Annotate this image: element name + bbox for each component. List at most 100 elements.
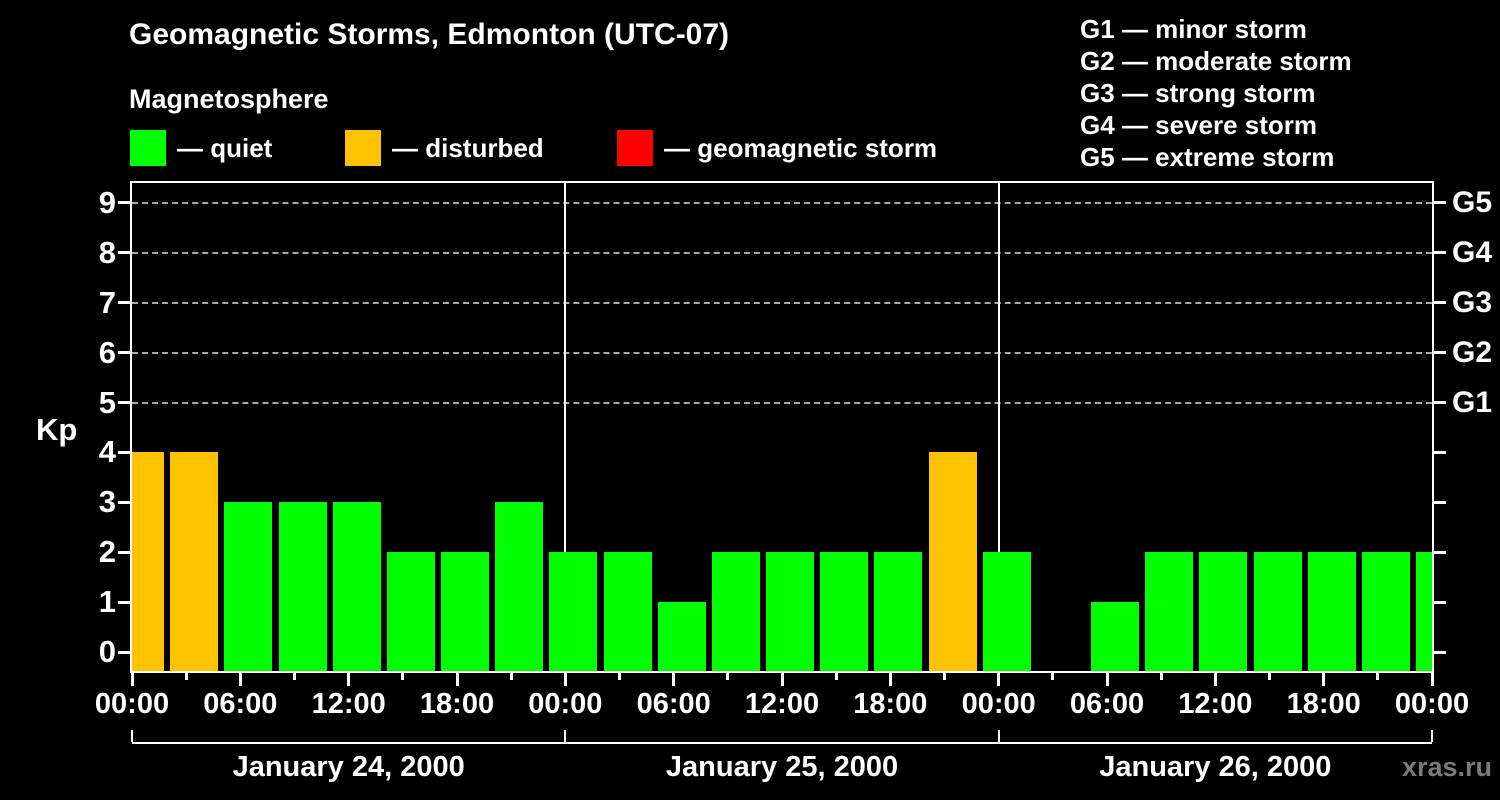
- y-axis-tick: [118, 450, 130, 454]
- x-axis-major-tick: [455, 673, 459, 686]
- legend-item-storm: — geomagnetic storm: [617, 130, 937, 166]
- kp-bar: [766, 552, 814, 671]
- y-tick-label: 3: [98, 484, 116, 520]
- kp-bar: [1145, 552, 1194, 671]
- date-bracket-riser: [131, 730, 133, 742]
- x-tick-label: 00:00: [528, 688, 603, 720]
- g-legend-line-g5: G5 — extreme storm: [1080, 142, 1335, 172]
- right-axis-tick: [1434, 500, 1446, 504]
- y-tick-label: 9: [98, 184, 116, 220]
- kp-bar: [332, 502, 381, 671]
- y-axis-tick: [118, 251, 130, 255]
- x-tick-label: 18:00: [1286, 688, 1361, 720]
- x-axis-minor-tick: [1051, 673, 1055, 680]
- y-tick-label: 6: [98, 334, 116, 370]
- x-axis-major-tick: [347, 673, 351, 686]
- day-separator-line: [997, 183, 1000, 671]
- x-axis-minor-tick: [184, 673, 188, 680]
- y-tick-label: 4: [98, 434, 116, 470]
- x-axis-major-tick: [1213, 673, 1217, 686]
- right-axis-tick: [1434, 301, 1446, 305]
- kp-bar: [1307, 552, 1356, 671]
- legend-item-disturbed: — disturbed: [345, 130, 645, 166]
- kp-bar: [820, 552, 869, 671]
- x-axis-minor-tick: [834, 673, 838, 680]
- date-label: January 24, 2000: [232, 751, 465, 783]
- x-axis-major-tick: [1322, 673, 1326, 686]
- kp-bar: [1199, 552, 1248, 671]
- y-axis-title: Kp: [36, 412, 78, 447]
- kp-bar: [1091, 602, 1139, 671]
- legend-swatch-storm: [617, 130, 653, 166]
- y-tick-label: 7: [98, 284, 116, 320]
- x-axis-major-tick: [563, 673, 567, 686]
- legend-item-quiet: — quiet: [130, 130, 430, 166]
- watermark: xras.ru: [1401, 752, 1492, 782]
- x-axis-major-tick: [672, 673, 676, 686]
- y-axis-tick: [118, 201, 130, 205]
- date-bracket-riser: [997, 730, 1000, 742]
- kp-bar: [657, 602, 706, 671]
- g-threshold-gridline: [132, 251, 1432, 254]
- y-axis-tick: [118, 500, 130, 504]
- date-label: January 25, 2000: [665, 751, 899, 783]
- kp-bar: [170, 452, 219, 671]
- right-axis-tick: [1434, 450, 1446, 454]
- kp-bar: [441, 552, 489, 671]
- g-scale-legend: G1 — minor storm G2 — moderate storm G3 — …: [1080, 13, 1352, 173]
- x-tick-label: 12:00: [744, 688, 820, 720]
- legend-swatch-quiet: [130, 130, 166, 166]
- g-threshold-gridline: [132, 401, 1432, 404]
- g-axis-label-g4: G4: [1452, 235, 1493, 269]
- g-axis-label-g5: G5: [1452, 185, 1493, 219]
- g-legend-line-g4: G4 — severe storm: [1080, 110, 1318, 140]
- x-axis-major-tick: [238, 673, 242, 686]
- legend-label-disturbed: — disturbed: [392, 133, 544, 163]
- y-axis-tick: [118, 550, 130, 554]
- x-axis-major-tick: [997, 673, 1001, 686]
- g-threshold-gridline: [132, 201, 1432, 204]
- x-tick-label: 00:00: [1394, 688, 1470, 720]
- x-tick-label: 06:00: [636, 688, 711, 720]
- x-axis-minor-tick: [943, 673, 946, 680]
- right-axis-tick: [1434, 251, 1446, 255]
- right-axis-tick: [1434, 401, 1446, 404]
- x-axis-minor-tick: [1159, 673, 1163, 680]
- y-axis-tick: [118, 600, 130, 604]
- y-tick-label: 1: [98, 584, 116, 620]
- right-axis-tick: [1434, 600, 1446, 604]
- legend-label-storm: — geomagnetic storm: [664, 133, 938, 163]
- kp-bar: [603, 552, 652, 671]
- x-axis-minor-tick: [1268, 673, 1271, 680]
- x-tick-label: 12:00: [311, 688, 386, 720]
- g-legend-line-g1: G1 — minor storm: [1080, 14, 1307, 44]
- chart-subtitle: Magnetosphere: [129, 84, 329, 114]
- kp-bar: [982, 552, 1031, 671]
- y-tick-label: 5: [98, 384, 116, 420]
- page-title: Geomagnetic Storms, Edmonton (UTC-07): [129, 18, 730, 51]
- kp-bar: [132, 452, 164, 671]
- y-axis-tick: [118, 650, 130, 654]
- g-legend-line-g2: G2 — moderate storm: [1080, 46, 1352, 76]
- kp-bar: [928, 452, 977, 671]
- x-axis-minor-tick: [293, 673, 296, 680]
- kp-bar: [1253, 552, 1302, 671]
- date-bracket-line: [132, 742, 1432, 744]
- date-label: January 26, 2000: [1099, 751, 1332, 783]
- y-axis-tick: [118, 401, 130, 404]
- kp-bar: [386, 552, 435, 671]
- date-bracket-riser: [564, 730, 567, 742]
- kp-bar: [1361, 552, 1410, 671]
- kp-bar: [549, 552, 598, 671]
- x-tick-label: 18:00: [853, 688, 928, 720]
- x-axis-major-tick: [1430, 673, 1434, 686]
- g-threshold-gridline: [132, 351, 1432, 354]
- x-axis-minor-tick: [401, 673, 405, 680]
- x-axis-minor-tick: [726, 673, 730, 680]
- right-axis-tick: [1434, 650, 1446, 654]
- g-legend-line-g3: G3 — strong storm: [1080, 78, 1316, 108]
- legend-swatch-disturbed: [345, 130, 381, 166]
- x-axis-major-tick: [780, 673, 784, 686]
- y-axis-tick: [118, 301, 130, 305]
